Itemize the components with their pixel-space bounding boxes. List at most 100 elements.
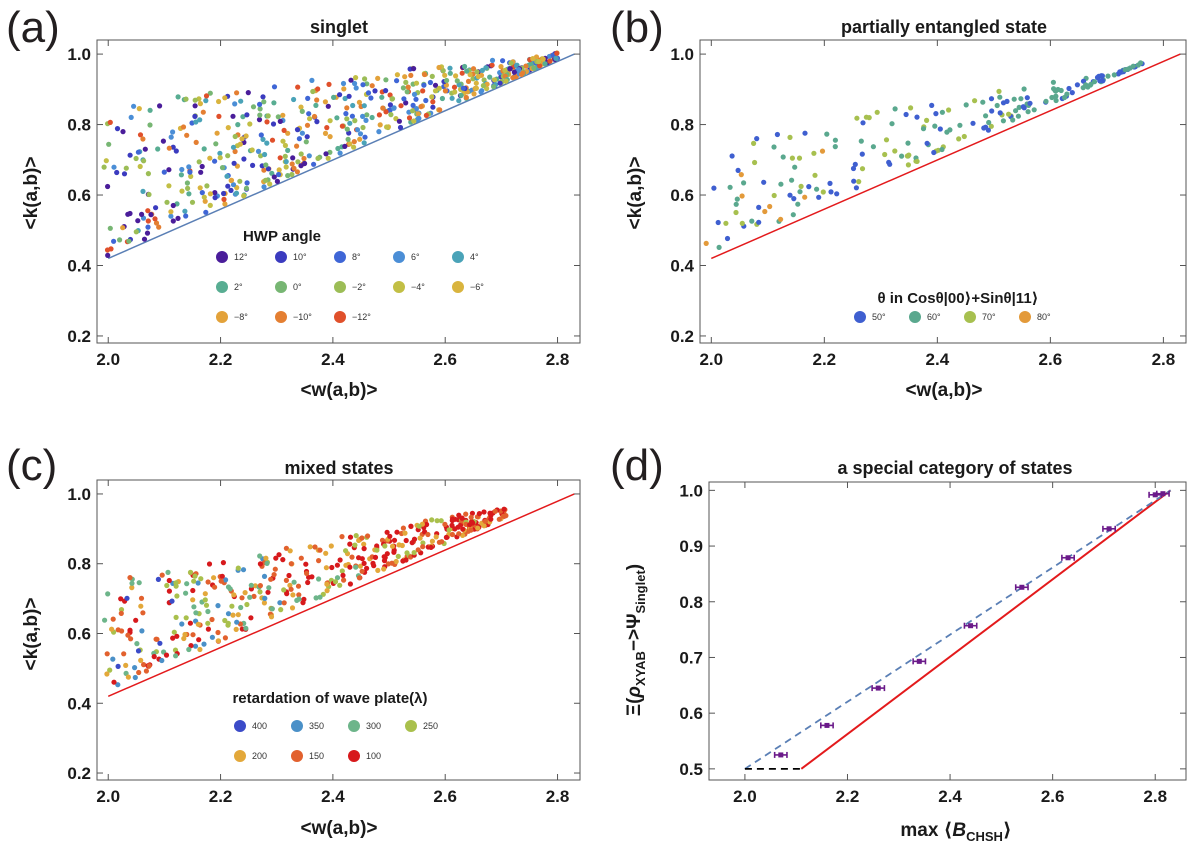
data-point [186, 646, 192, 653]
legend-label: 350 [309, 721, 324, 731]
data-point [129, 585, 135, 591]
data-point [481, 509, 487, 515]
data-point [153, 636, 159, 642]
legend-label: 8° [352, 252, 361, 262]
data-point [184, 132, 190, 138]
data-point [222, 635, 228, 641]
data-point [361, 140, 367, 146]
data-point [425, 531, 431, 538]
data-point [824, 722, 830, 728]
data-point [123, 165, 129, 171]
data-point [449, 95, 455, 101]
data-point [235, 565, 241, 571]
data-point [511, 69, 517, 75]
data-point [361, 541, 367, 547]
legend-label: 70° [982, 312, 996, 322]
data-point [372, 88, 378, 94]
data-point [231, 160, 237, 166]
data-point [235, 612, 241, 618]
data-point [375, 567, 381, 574]
data-point [192, 113, 198, 119]
data-point [104, 247, 111, 253]
data-point [480, 83, 486, 89]
data-point [306, 153, 312, 159]
data-point [920, 126, 927, 132]
data-point [850, 165, 857, 172]
data-point [230, 182, 237, 188]
data-point [859, 151, 865, 157]
data-point [475, 525, 481, 531]
legend-marker [348, 720, 360, 732]
data-point [1052, 87, 1058, 94]
data-point [343, 548, 349, 554]
data-point [427, 79, 433, 86]
data-point [141, 158, 147, 164]
data-point [411, 66, 417, 72]
data-point [273, 555, 279, 561]
data-point [291, 165, 297, 171]
data-point [932, 123, 938, 129]
data-point [789, 155, 796, 161]
data-point [207, 155, 213, 161]
data-point [296, 596, 302, 602]
data-point [344, 105, 350, 111]
x-tick-label: 2.8 [1152, 350, 1176, 369]
data-point [204, 183, 210, 189]
data-point [988, 123, 994, 129]
data-point [491, 77, 498, 83]
data-point [138, 657, 144, 664]
panel-b-x-ticks: 2.0 2.2 2.4 2.6 2.8 [699, 40, 1175, 369]
data-point [463, 511, 469, 517]
data-point [238, 98, 244, 104]
data-point [1053, 97, 1059, 104]
data-point [337, 582, 343, 588]
data-point [391, 537, 398, 543]
data-point [261, 600, 267, 606]
data-point [834, 191, 840, 197]
x-tick-label: 2.0 [96, 350, 120, 369]
data-point [405, 84, 411, 90]
data-point [379, 94, 385, 100]
data-point [184, 180, 190, 186]
data-point [118, 610, 124, 617]
data-point [133, 617, 139, 623]
data-point [104, 651, 110, 657]
legend-label: 4° [470, 252, 479, 262]
y-tick-label: 0.8 [670, 116, 694, 135]
panel-a-legend-title: HWP angle [243, 228, 321, 245]
data-point [327, 118, 333, 124]
data-point [155, 576, 161, 583]
data-point [118, 607, 125, 613]
data-point [703, 240, 709, 246]
data-point [406, 115, 413, 121]
data-point [186, 191, 192, 197]
data-point [438, 518, 444, 524]
data-point [408, 523, 414, 529]
data-point [240, 114, 246, 120]
data-point [409, 540, 415, 546]
data-point [198, 169, 204, 175]
data-point [304, 570, 310, 577]
data-point [337, 92, 343, 98]
panel-a-y-axis-label: <k(a,b)> [21, 157, 42, 230]
data-point [138, 603, 144, 609]
data-point [350, 102, 356, 109]
data-point [191, 578, 197, 584]
panel-a-bound-line [107, 53, 575, 260]
data-point [173, 148, 179, 154]
data-point [353, 85, 359, 91]
legend-marker [275, 281, 287, 293]
data-point [286, 572, 292, 579]
data-point [882, 151, 888, 158]
data-point [500, 513, 506, 519]
data-point [174, 633, 180, 639]
data-point [1043, 98, 1049, 104]
data-point [778, 752, 784, 758]
data-point [761, 179, 767, 185]
data-point [812, 172, 818, 178]
data-point [1069, 90, 1075, 96]
data-point [258, 153, 264, 159]
data-point [381, 566, 387, 572]
data-point [470, 66, 477, 72]
data-point [203, 209, 209, 215]
